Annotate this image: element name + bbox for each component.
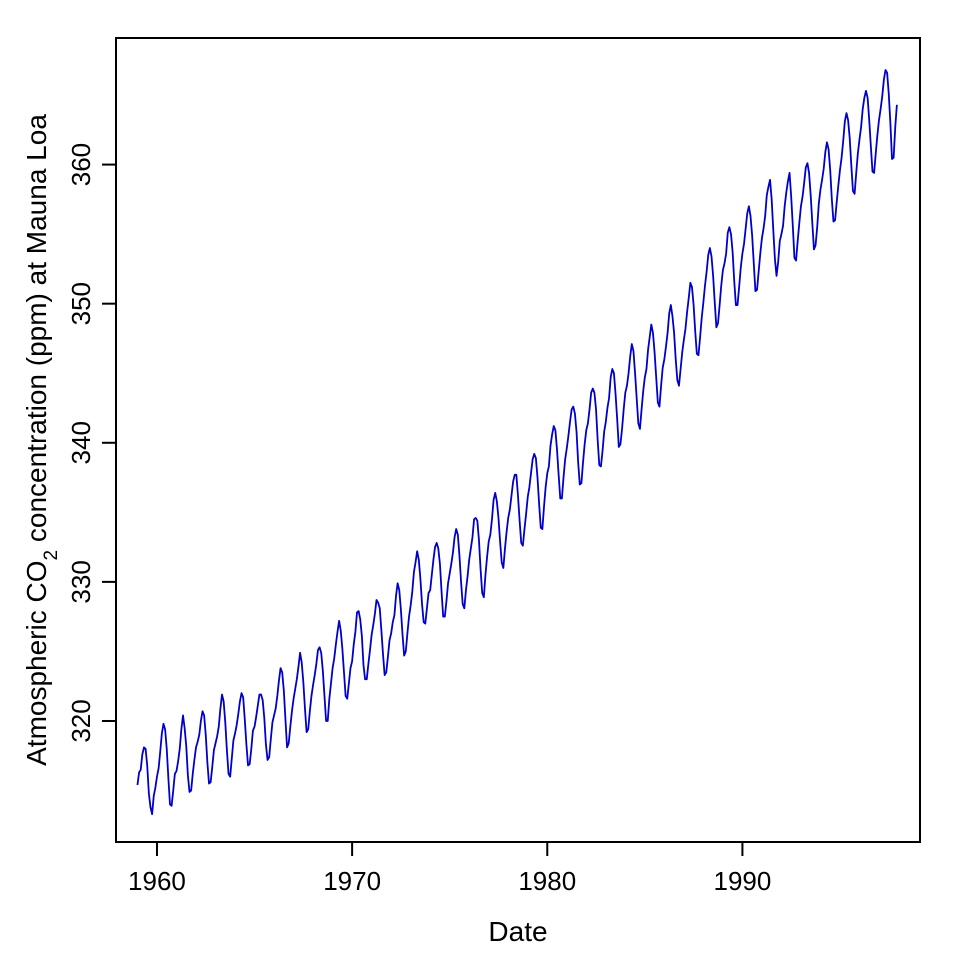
plot-frame [115,37,921,843]
y-tick-label: 350 [66,282,96,325]
y-tick-label: 320 [66,699,96,742]
x-tick-label: 1970 [323,866,381,896]
y-tick-label: 360 [66,143,96,186]
x-axis-title: Date [488,916,547,947]
y-tick-label: 340 [66,421,96,464]
y-axis-title: Atmospheric CO2 concentration (ppm) at M… [21,114,62,766]
y-axis: 320 330 340 350 360 [66,143,116,743]
y-tick-label: 330 [66,560,96,603]
y-axis-title-subscript: 2 [41,550,62,561]
x-tick-label: 1960 [128,866,186,896]
x-tick-label: 1990 [713,866,771,896]
co2-series-line [136,69,898,816]
y-axis-title-prefix: Atmospheric CO [21,560,52,765]
x-axis: 1960 1970 1980 1990 [128,842,771,896]
y-axis-title-suffix: concentration (ppm) at Mauna Loa [21,114,52,550]
x-tick-label: 1980 [518,866,576,896]
